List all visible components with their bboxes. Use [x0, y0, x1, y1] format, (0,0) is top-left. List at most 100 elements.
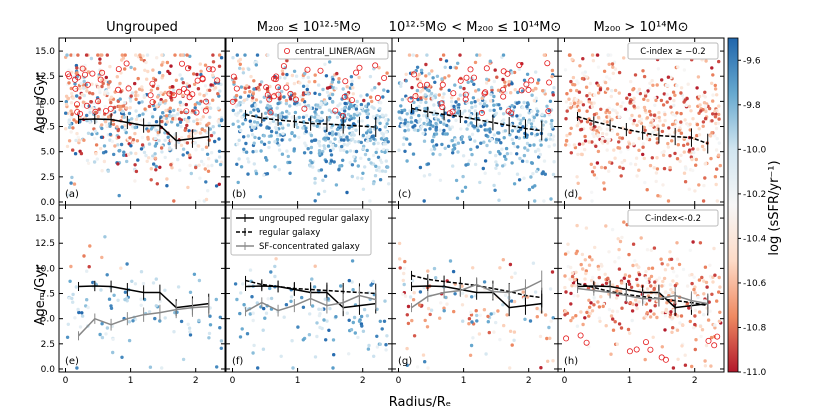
scatter-point	[667, 126, 671, 130]
scatter-point	[154, 304, 158, 308]
scatter-point	[490, 88, 494, 92]
scatter-point	[426, 306, 431, 311]
scatter-point	[131, 319, 135, 323]
scatter-point	[293, 110, 298, 115]
scatter-point	[671, 316, 675, 320]
colorbar-tick-label: -10.6	[743, 279, 767, 289]
scatter-point	[422, 199, 426, 203]
scatter-point	[650, 156, 654, 160]
scatter-point	[617, 91, 621, 95]
scatter-point	[87, 265, 91, 269]
scatter-point	[513, 144, 517, 148]
scatter-point	[572, 143, 577, 147]
scatter-point	[535, 315, 539, 319]
scatter-point	[451, 151, 455, 155]
scatter-point	[408, 295, 413, 299]
scatter-point	[153, 107, 157, 112]
scatter-point	[504, 146, 509, 151]
scatter-point	[217, 53, 222, 57]
scatter-point	[637, 136, 641, 141]
scatter-point	[384, 113, 388, 118]
scatter-point	[150, 157, 154, 161]
scatter-point	[620, 160, 624, 165]
liner-agn-marker	[463, 74, 470, 81]
scatter-point	[82, 138, 86, 142]
scatter-point	[153, 152, 157, 156]
scatter-point	[116, 143, 120, 147]
scatter-point	[501, 77, 505, 82]
scatter-point	[707, 106, 712, 111]
scatter-point	[705, 285, 709, 289]
scatter-point	[494, 111, 499, 116]
scatter-point	[350, 130, 355, 135]
scatter-point	[97, 100, 101, 104]
scatter-point	[159, 91, 163, 95]
scatter-point	[598, 319, 602, 323]
scatter-point	[492, 311, 496, 315]
scatter-point	[635, 277, 639, 282]
scatter-point	[308, 312, 312, 316]
scatter-point	[179, 110, 184, 115]
scatter-point	[148, 365, 153, 369]
scatter-point	[637, 300, 641, 304]
scatter-point	[128, 136, 132, 140]
scatter-point	[203, 167, 207, 171]
liner-agn-marker	[183, 108, 190, 115]
scatter-point	[592, 299, 597, 303]
scatter-point	[188, 54, 192, 58]
scatter-point	[108, 132, 113, 137]
scatter-point	[280, 69, 285, 73]
scatter-point	[69, 181, 73, 185]
scatter-point	[670, 122, 675, 127]
scatter-point	[427, 72, 431, 76]
scatter-point	[124, 130, 128, 135]
scatter-point	[372, 106, 376, 110]
scatter-point	[649, 248, 653, 252]
scatter-point	[690, 364, 694, 369]
scatter-point	[521, 105, 525, 110]
scatter-point	[438, 316, 442, 320]
scatter-point	[286, 154, 290, 159]
scatter-point	[452, 143, 456, 148]
scatter-point	[642, 300, 647, 305]
scatter-point	[99, 288, 103, 292]
scatter-point	[694, 163, 698, 167]
scatter-point	[288, 104, 292, 108]
scatter-point	[216, 119, 220, 123]
scatter-point	[414, 119, 418, 123]
scatter-point	[617, 140, 621, 144]
scatter-point	[611, 328, 616, 332]
scatter-point	[325, 319, 329, 323]
scatter-point	[471, 96, 476, 100]
scatter-point	[637, 168, 641, 172]
scatter-point	[590, 199, 594, 203]
scatter-point	[207, 138, 211, 142]
scatter-point	[167, 141, 171, 146]
scatter-point	[211, 98, 215, 102]
scatter-point	[637, 272, 642, 277]
scatter-point	[328, 131, 332, 136]
scatter-point	[254, 63, 258, 67]
scatter-point	[563, 309, 568, 313]
scatter-point	[605, 120, 609, 124]
scatter-point	[349, 75, 354, 79]
scatter-point	[530, 161, 534, 165]
scatter-point	[208, 106, 213, 111]
scatter-point	[510, 161, 514, 165]
scatter-point	[337, 168, 341, 172]
liner-agn-marker	[411, 71, 418, 78]
scatter-point	[423, 128, 427, 132]
scatter-point	[675, 257, 680, 261]
scatter-point	[259, 140, 264, 144]
scatter-point	[351, 122, 356, 126]
scatter-point	[317, 307, 321, 311]
scatter-point	[280, 138, 284, 142]
scatter-point	[356, 164, 360, 168]
scatter-point	[156, 130, 160, 135]
scatter-point	[405, 112, 409, 116]
scatter-point	[626, 327, 631, 332]
scatter-point	[355, 111, 359, 115]
scatter-point	[351, 137, 355, 141]
scatter-point	[574, 314, 578, 318]
scatter-point	[714, 126, 719, 131]
